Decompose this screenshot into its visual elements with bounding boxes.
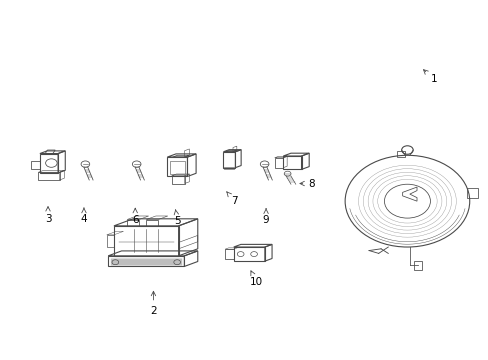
- Text: 4: 4: [81, 208, 87, 224]
- Text: 3: 3: [44, 207, 51, 224]
- Text: 7: 7: [226, 192, 238, 206]
- Text: 6: 6: [132, 208, 138, 225]
- Text: 8: 8: [299, 179, 314, 189]
- Text: 1: 1: [423, 70, 436, 85]
- Text: 10: 10: [249, 271, 263, 287]
- Text: 5: 5: [174, 210, 181, 226]
- Text: 2: 2: [150, 291, 157, 315]
- Text: 9: 9: [262, 209, 269, 225]
